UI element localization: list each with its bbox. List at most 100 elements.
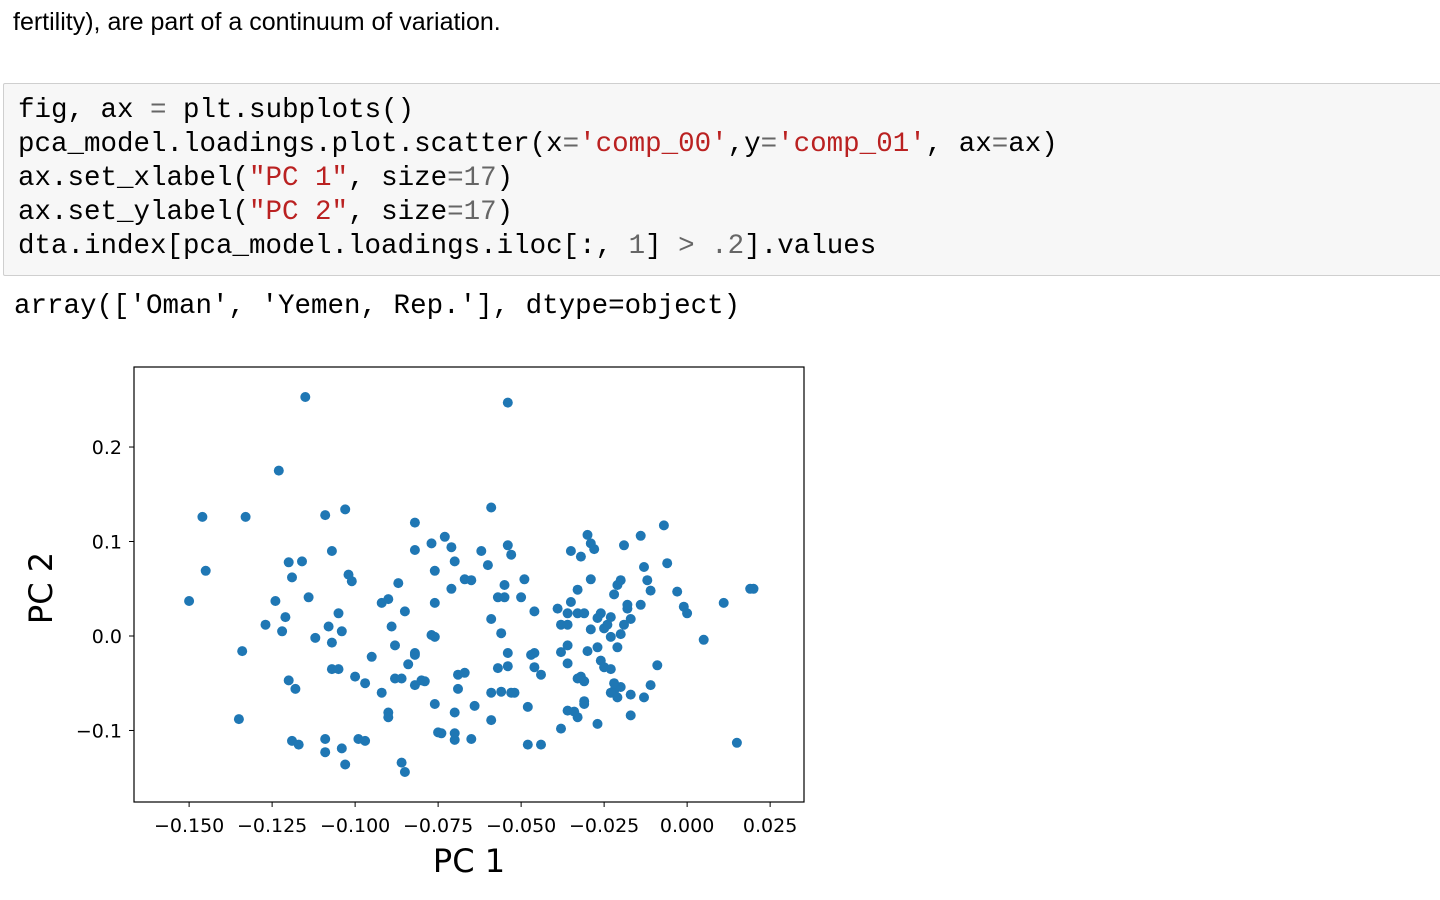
data-point [652, 660, 663, 671]
data-point [579, 696, 590, 707]
code-line: fig, ax = plt.subplots() [18, 94, 1058, 128]
data-point [486, 715, 497, 726]
code-token: fig, ax [18, 95, 151, 126]
data-point [506, 549, 517, 560]
data-point [609, 678, 620, 689]
points-layer [184, 392, 759, 777]
data-point [469, 700, 480, 711]
y-tick-label: 0.0 [92, 626, 122, 648]
data-point [592, 718, 603, 729]
data-point [522, 739, 533, 750]
data-point [336, 743, 347, 754]
code-token: = [760, 129, 778, 160]
x-tick-label: −0.050 [486, 815, 556, 837]
data-point [556, 647, 566, 658]
y-tick-label: −0.1 [76, 720, 122, 742]
code-token: = [991, 129, 1009, 160]
code-cell-input[interactable]: fig, ax = plt.subplots() pca_model.loadin… [3, 83, 1440, 276]
data-point [449, 728, 460, 739]
code-editor[interactable]: fig, ax = plt.subplots() pca_model.loadin… [18, 94, 1058, 264]
data-point [622, 599, 633, 610]
data-point [565, 597, 576, 607]
y-tick-label: 0.1 [92, 532, 122, 554]
data-point [635, 530, 646, 541]
data-point [436, 728, 447, 739]
code-token: 17 [463, 197, 497, 228]
data-point [453, 683, 463, 694]
data-point [346, 576, 357, 587]
code-token: pca_model.loadings.plot.scatter(x [18, 129, 563, 160]
data-point [376, 687, 387, 698]
data-point [310, 632, 321, 643]
code-line: dta.index[pca_model.loadings.iloc[:, 1] … [18, 230, 1058, 264]
data-point [619, 619, 629, 630]
data-point [429, 597, 440, 608]
y-axis-ticks: −0.1 0.0 0.1 0.2 [76, 437, 134, 742]
data-point [582, 529, 593, 540]
code-token: 1 [628, 231, 646, 262]
data-point [184, 596, 195, 606]
data-point [645, 585, 656, 596]
data-point [429, 565, 440, 576]
code-token: "PC 2" [249, 197, 349, 228]
data-point [446, 583, 457, 594]
data-point [619, 540, 629, 551]
code-token: > [678, 231, 695, 262]
x-tick-label: −0.075 [403, 815, 473, 837]
data-point [639, 692, 649, 703]
code-token: ax.set_xlabel( [18, 163, 250, 194]
data-point [323, 621, 334, 632]
data-point [446, 542, 457, 553]
code-token: plt.subplots() [166, 95, 415, 126]
code-token: dta.index[pca_model.loadings.iloc[:, [18, 231, 629, 262]
data-point [635, 599, 646, 610]
data-point [642, 575, 653, 586]
data-point [658, 520, 669, 531]
data-point [562, 619, 573, 630]
data-point [575, 551, 586, 562]
data-point [562, 608, 573, 619]
data-point [366, 651, 377, 662]
code-token: ) [496, 197, 514, 228]
data-point [320, 734, 331, 744]
code-token: , size [348, 197, 448, 228]
data-point [625, 614, 636, 624]
data-point [393, 578, 404, 589]
data-point [293, 739, 304, 750]
data-point [197, 511, 208, 522]
data-point [429, 699, 440, 709]
data-point [569, 706, 580, 717]
data-point [579, 676, 590, 687]
data-point [340, 504, 351, 515]
data-point [516, 592, 527, 603]
data-point [645, 680, 656, 691]
data-point [409, 545, 420, 555]
data-point [556, 723, 566, 734]
data-point [237, 646, 248, 657]
data-point [529, 606, 540, 617]
data-point [506, 687, 517, 698]
data-point [360, 678, 371, 689]
data-point [612, 692, 623, 703]
data-point [612, 642, 623, 653]
data-point [526, 649, 537, 660]
x-axis-label: PC 1 [433, 842, 505, 880]
data-point [605, 612, 616, 623]
data-point [486, 502, 497, 513]
data-point [486, 687, 497, 698]
markdown-paragraph: fertility), are part of a continuum of v… [13, 8, 501, 36]
data-point [731, 737, 742, 748]
data-point [625, 689, 636, 700]
x-tick-label: −0.025 [569, 815, 639, 837]
x-tick-label: 0.025 [743, 815, 797, 837]
data-point [615, 629, 626, 640]
code-token: = [562, 129, 580, 160]
data-point [449, 707, 460, 718]
data-point [502, 540, 513, 551]
data-point [562, 658, 573, 669]
data-point [502, 648, 513, 658]
data-point [280, 612, 291, 623]
data-point [426, 538, 437, 549]
data-point [233, 714, 244, 725]
code-token: = [447, 197, 464, 228]
